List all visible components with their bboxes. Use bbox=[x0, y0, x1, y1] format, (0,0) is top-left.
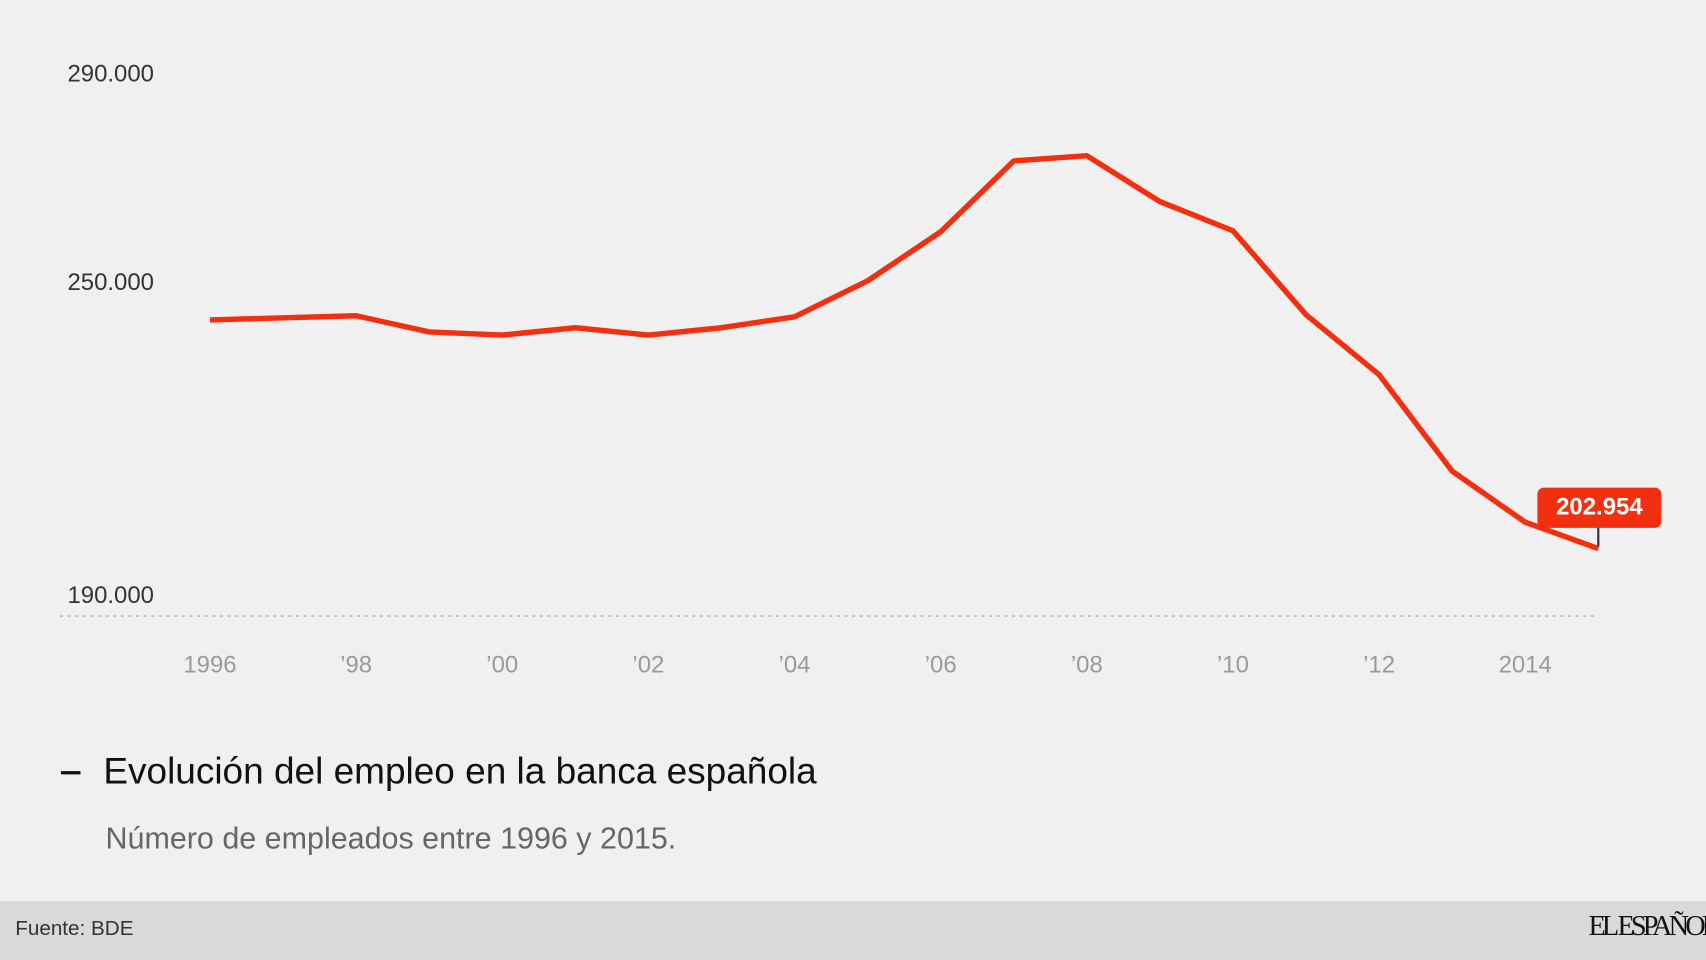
value-label-bg bbox=[1537, 487, 1662, 528]
x-tick-label: ’00 bbox=[486, 651, 518, 678]
y-tick-label: 190.000 bbox=[67, 582, 154, 609]
x-tick-label: ’04 bbox=[779, 651, 811, 678]
x-tick-label: 1996 bbox=[183, 651, 236, 678]
data-line bbox=[209, 152, 1600, 552]
brand: EL ESPAÑOL bbox=[1588, 911, 1706, 942]
x-tick-label: ’12 bbox=[1363, 651, 1395, 678]
x-tick-label: ’06 bbox=[925, 651, 957, 678]
footer bbox=[0, 901, 1706, 960]
y-tick-label: 250.000 bbox=[67, 269, 154, 296]
x-tick-label: 2014 bbox=[1499, 651, 1552, 678]
value-label: 202.954 bbox=[1556, 494, 1643, 521]
y-tick-label: 290.000 bbox=[67, 60, 154, 87]
subtitle: Número de empleados entre 1996 y 2015. bbox=[106, 821, 677, 855]
x-tick-label: ’08 bbox=[1071, 651, 1103, 678]
x-tick-label: ’98 bbox=[340, 651, 372, 678]
x-tick-label: ’02 bbox=[632, 651, 664, 678]
source: Fuente: BDE bbox=[15, 917, 133, 940]
x-tick-label: ’10 bbox=[1217, 651, 1249, 678]
legend-label: Evolución del empleo en la banca español… bbox=[103, 751, 817, 792]
